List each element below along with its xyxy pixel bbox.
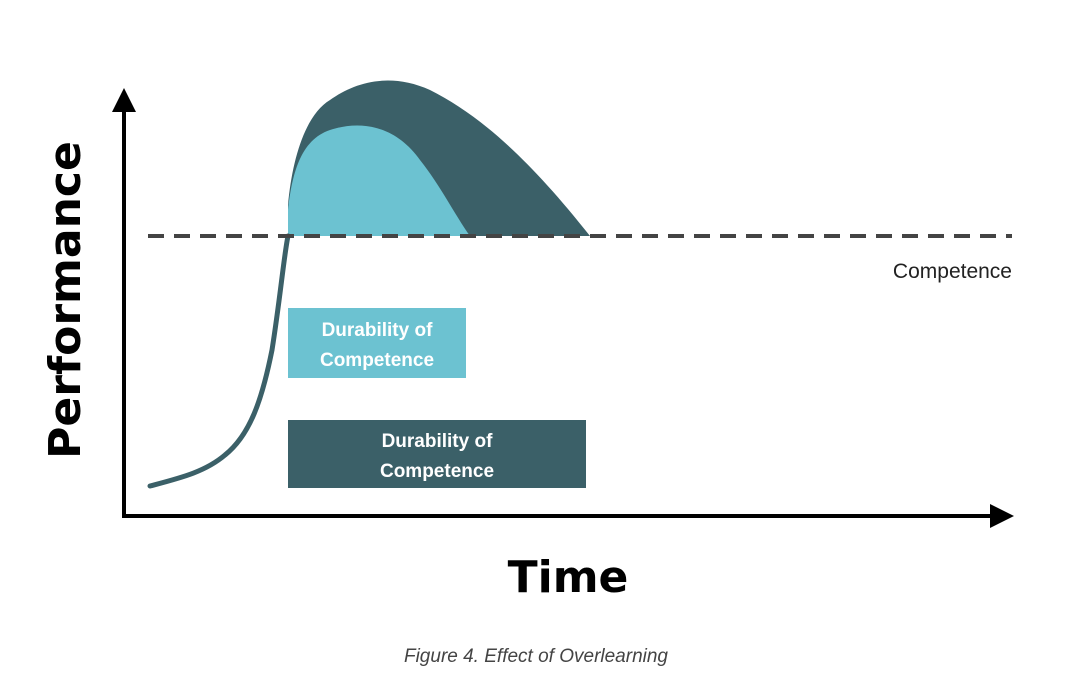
competence-label: Competence	[893, 260, 1012, 283]
y-axis-title: Performance	[40, 141, 91, 459]
learning-curve	[147, 233, 291, 489]
legend-box-light-line1: Durability of	[322, 320, 434, 341]
legend-box-light	[288, 308, 466, 378]
legend-box-dark-line1: Durability of	[382, 431, 494, 452]
legend-box-light-line2: Competence	[320, 350, 434, 371]
light-durability-region	[288, 125, 470, 236]
figure-caption: Figure 4. Effect of Overlearning	[404, 646, 668, 667]
legend-box-dark	[288, 420, 586, 488]
x-axis-title: Time	[508, 552, 629, 603]
legend-box-dark-line2: Competence	[380, 461, 494, 482]
